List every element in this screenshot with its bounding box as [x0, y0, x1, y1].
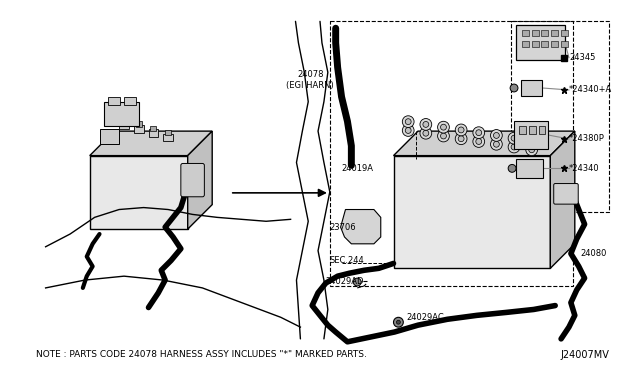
Bar	[511, 21, 609, 212]
Text: 24345: 24345	[569, 53, 595, 62]
Bar	[532, 41, 538, 47]
Bar	[532, 30, 538, 36]
FancyBboxPatch shape	[554, 183, 578, 204]
Circle shape	[458, 136, 464, 142]
Circle shape	[476, 130, 482, 136]
Circle shape	[455, 133, 467, 145]
Circle shape	[405, 119, 411, 125]
Bar	[529, 126, 536, 134]
Circle shape	[493, 141, 499, 147]
Circle shape	[403, 116, 414, 128]
Text: 23706: 23706	[330, 223, 356, 232]
Bar	[514, 121, 548, 149]
Bar	[104, 117, 114, 125]
Circle shape	[438, 121, 449, 133]
Bar	[541, 41, 548, 47]
Circle shape	[403, 125, 414, 137]
Text: 24029AD: 24029AD	[326, 276, 364, 286]
Bar	[541, 30, 548, 36]
Bar	[99, 129, 119, 144]
Polygon shape	[394, 155, 550, 268]
Text: 24019A: 24019A	[342, 164, 374, 173]
Circle shape	[529, 147, 534, 153]
Bar	[150, 125, 156, 131]
Bar	[163, 134, 173, 141]
Bar	[165, 129, 171, 135]
Text: 24080: 24080	[580, 249, 607, 258]
Bar	[106, 113, 112, 119]
Bar	[516, 158, 543, 178]
Text: *24380P: *24380P	[569, 134, 605, 144]
Circle shape	[508, 164, 516, 172]
Text: *24340: *24340	[569, 164, 600, 173]
Bar	[104, 102, 139, 126]
Circle shape	[423, 122, 429, 127]
Bar	[148, 129, 158, 137]
Circle shape	[473, 127, 484, 138]
Circle shape	[353, 278, 361, 286]
Circle shape	[405, 128, 411, 134]
Polygon shape	[90, 155, 188, 229]
Text: J24007MV: J24007MV	[560, 350, 609, 360]
Circle shape	[508, 141, 520, 153]
FancyBboxPatch shape	[181, 163, 204, 197]
Circle shape	[440, 133, 447, 139]
Polygon shape	[394, 131, 575, 155]
Bar	[519, 126, 526, 134]
Bar	[551, 41, 558, 47]
Text: 24029AC: 24029AC	[406, 313, 444, 322]
Bar	[561, 30, 568, 36]
Circle shape	[396, 320, 401, 324]
Circle shape	[420, 127, 432, 139]
Bar	[522, 41, 529, 47]
Circle shape	[476, 138, 482, 144]
Text: *24340+A: *24340+A	[569, 86, 612, 94]
Bar	[124, 97, 136, 105]
Text: 24078
(EGI HARN): 24078 (EGI HARN)	[286, 70, 334, 90]
Circle shape	[511, 144, 517, 150]
Polygon shape	[90, 131, 212, 155]
Circle shape	[490, 129, 502, 141]
Circle shape	[529, 138, 534, 144]
Bar	[136, 121, 141, 127]
Bar	[119, 121, 129, 129]
Circle shape	[455, 124, 467, 136]
Circle shape	[440, 124, 447, 130]
Circle shape	[473, 136, 484, 147]
Polygon shape	[340, 209, 381, 244]
Polygon shape	[188, 131, 212, 229]
Bar	[521, 80, 543, 96]
Circle shape	[420, 119, 432, 130]
Circle shape	[394, 317, 403, 327]
Bar	[538, 126, 545, 134]
Bar	[108, 97, 120, 105]
Bar	[516, 25, 565, 60]
Bar	[330, 21, 573, 286]
Circle shape	[526, 135, 538, 147]
Circle shape	[511, 135, 517, 141]
Bar	[561, 41, 568, 47]
Circle shape	[493, 132, 499, 138]
Text: SEC.244: SEC.244	[330, 256, 365, 265]
Circle shape	[458, 127, 464, 133]
Bar	[551, 30, 558, 36]
Circle shape	[438, 130, 449, 142]
Bar	[121, 117, 127, 123]
Circle shape	[526, 144, 538, 155]
Circle shape	[490, 138, 502, 150]
Bar	[522, 30, 529, 36]
Bar	[134, 125, 143, 133]
Circle shape	[510, 84, 518, 92]
Polygon shape	[550, 131, 575, 268]
Circle shape	[423, 130, 429, 136]
Text: NOTE : PARTS CODE 24078 HARNESS ASSY INCLUDES "*" MARKED PARTS.: NOTE : PARTS CODE 24078 HARNESS ASSY INC…	[36, 350, 367, 359]
Circle shape	[508, 132, 520, 144]
